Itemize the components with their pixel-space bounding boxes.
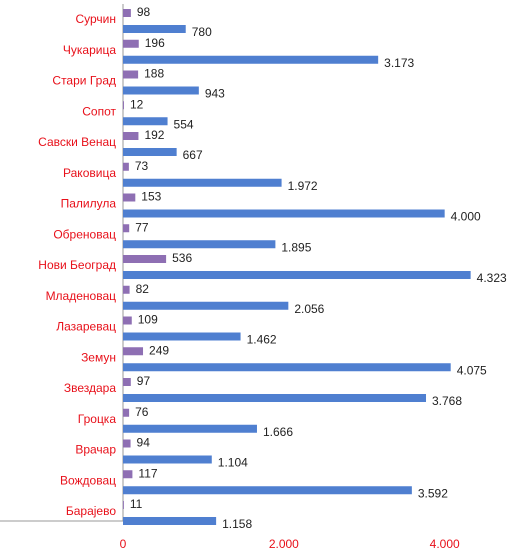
- bar: [123, 70, 139, 79]
- bar: [123, 25, 186, 33]
- value-label: 97: [137, 374, 151, 388]
- category-label: Нови Београд: [38, 258, 116, 272]
- value-label: 73: [135, 159, 149, 173]
- bar: [123, 193, 136, 202]
- value-label: 196: [145, 36, 165, 50]
- bar: [123, 39, 139, 48]
- value-label: 2.056: [294, 302, 324, 316]
- category-label: Звездара: [64, 381, 116, 395]
- bar: [123, 55, 379, 64]
- value-label: 667: [183, 148, 203, 162]
- category-label: Обреновац: [53, 227, 116, 241]
- category-label: Стари Град: [52, 74, 116, 88]
- bar: [123, 455, 212, 464]
- bar: [123, 439, 131, 448]
- value-label: 117: [138, 466, 157, 480]
- value-label: 1.104: [218, 456, 248, 470]
- value-label: 1.462: [247, 333, 277, 347]
- bar: [123, 117, 168, 126]
- bar: [123, 378, 131, 386]
- bar: [123, 316, 132, 325]
- bar: [123, 394, 427, 402]
- value-label: 1.158: [222, 517, 252, 531]
- category-label: Сопот: [82, 104, 116, 118]
- bar: [123, 517, 217, 525]
- value-label: 94: [137, 436, 151, 450]
- bar: [123, 148, 177, 156]
- value-label: 153: [141, 190, 161, 204]
- x-tick-label: 2.000: [269, 537, 299, 551]
- category-label: Вождовац: [60, 473, 116, 487]
- value-label: 188: [144, 67, 164, 81]
- category-label: Палилула: [61, 197, 117, 211]
- bar: [123, 470, 133, 479]
- bar: [123, 132, 139, 140]
- value-label: 3.173: [384, 56, 414, 70]
- bar: [123, 424, 257, 433]
- bar: [123, 209, 445, 218]
- bar: [123, 224, 130, 233]
- x-tick-label: 0: [120, 537, 127, 551]
- value-label: 1.895: [281, 240, 311, 254]
- bar: [123, 347, 144, 356]
- value-label: 192: [144, 128, 164, 142]
- value-label: 943: [205, 87, 225, 101]
- value-label: 4.000: [451, 210, 481, 224]
- bar: [123, 285, 130, 294]
- bar: [123, 101, 124, 110]
- x-tick-label: 4.000: [430, 537, 460, 551]
- bar: [123, 162, 129, 171]
- category-label: Чукарица: [63, 43, 116, 57]
- category-label: Раковица: [63, 166, 116, 180]
- category-label: Барајево: [66, 504, 116, 518]
- value-label: 4.323: [477, 271, 507, 285]
- bar: [123, 86, 199, 95]
- value-label: 76: [135, 405, 149, 419]
- value-label: 536: [172, 251, 192, 265]
- value-label: 98: [137, 5, 151, 19]
- bar: [123, 9, 131, 17]
- value-label: 11: [130, 497, 143, 511]
- bar: [123, 332, 241, 341]
- category-label: Гроцка: [78, 412, 117, 426]
- value-label: 12: [130, 97, 144, 111]
- bar: [123, 255, 167, 263]
- bar: [123, 408, 130, 417]
- value-label: 249: [149, 343, 169, 357]
- value-label: 1.666: [263, 425, 293, 439]
- category-label: Савски Венац: [38, 135, 116, 149]
- value-label: 109: [138, 313, 158, 327]
- value-label: 82: [136, 282, 150, 296]
- bar: [123, 178, 282, 187]
- category-label: Лазаревац: [56, 320, 116, 334]
- value-label: 3.768: [432, 394, 462, 408]
- bar: [123, 271, 471, 279]
- bar: [123, 501, 124, 509]
- bar: [123, 486, 412, 495]
- value-label: 3.592: [418, 486, 448, 500]
- value-label: 1.972: [288, 179, 318, 193]
- value-label: 554: [174, 117, 194, 131]
- category-label: Младеновац: [46, 289, 117, 303]
- bar: [123, 240, 276, 249]
- value-label: 77: [135, 220, 149, 234]
- category-label: Сурчин: [75, 12, 116, 26]
- value-label: 780: [192, 25, 212, 39]
- category-label: Врачар: [75, 443, 116, 457]
- bar: [123, 301, 289, 310]
- category-label: Земун: [81, 350, 116, 364]
- value-label: 4.075: [457, 363, 487, 377]
- bar: [123, 363, 451, 372]
